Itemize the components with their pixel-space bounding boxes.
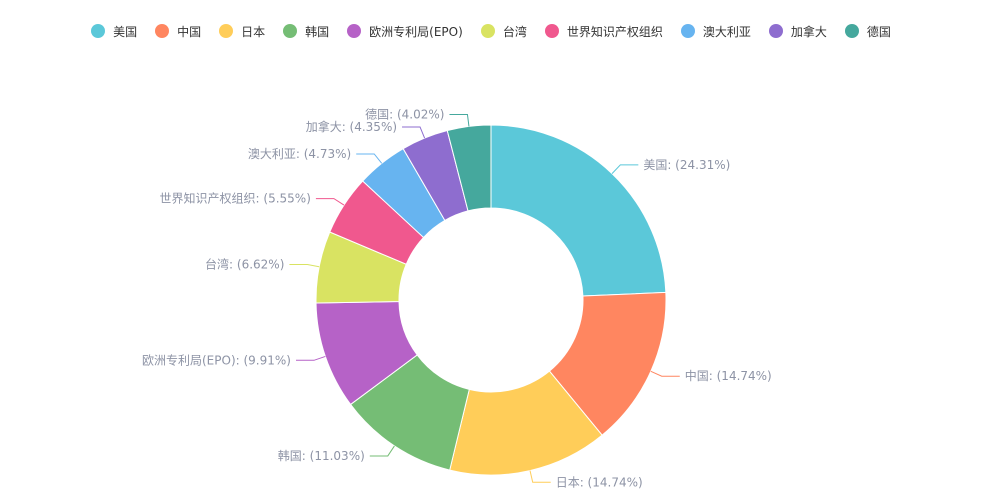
legend-label: 中国	[177, 24, 202, 39]
legend-label: 美国	[113, 24, 138, 39]
slice-label: 澳大利亚: (4.73%)	[248, 147, 351, 161]
legend-item[interactable]: 澳大利亚	[680, 23, 751, 40]
legend-swatch	[768, 24, 783, 38]
label-leader-line	[295, 355, 326, 361]
legend-swatch	[283, 24, 298, 38]
legend-label: 欧洲专利局(EPO)	[369, 24, 463, 39]
label-leader-line	[529, 470, 551, 483]
slice-label: 中国: (14.74%)	[685, 368, 772, 383]
legend-label: 日本	[241, 24, 266, 39]
legend-swatch	[155, 24, 170, 38]
legend-item[interactable]: 日本	[219, 23, 265, 40]
slice-label: 加拿大: (4.35%)	[306, 119, 397, 134]
chart-legend: 美国 中国 日本 韩国 欧洲专利局(EPO) 台湾 世界知识产权组织 澳大利亚 加拿大 德国	[0, 20, 982, 42]
slice-label: 韩国: (11.03%)	[278, 448, 365, 463]
legend-label: 韩国	[305, 24, 330, 39]
slice-label: 世界知识产权组织: (5.55%)	[160, 192, 311, 206]
legend-label: 德国	[866, 24, 891, 39]
legend-item[interactable]: 欧洲专利局(EPO)	[347, 23, 463, 40]
legend-item[interactable]: 加拿大	[768, 23, 827, 40]
donut-slice[interactable]	[446, 124, 492, 212]
legend-swatch	[91, 24, 106, 38]
legend-item[interactable]: 世界知识产权组织	[544, 23, 663, 40]
legend-swatch	[844, 24, 859, 38]
legend-swatch	[544, 24, 559, 38]
donut-slice[interactable]	[490, 124, 667, 297]
legend-label: 世界知识产权组织	[566, 24, 663, 39]
legend-label: 台湾	[502, 24, 527, 39]
legend-label: 澳大利亚	[702, 24, 751, 39]
label-leader-line	[289, 263, 320, 268]
legend-item[interactable]: 德国	[844, 23, 891, 40]
slice-label: 德国: (4.02%)	[365, 106, 444, 121]
legend-item[interactable]: 韩国	[283, 23, 329, 40]
legend-swatch	[219, 24, 234, 38]
label-leader-line	[356, 153, 383, 164]
legend-swatch	[347, 24, 362, 38]
legend-label: 加拿大	[790, 24, 827, 39]
slice-label: 日本: (14.74%)	[556, 475, 643, 489]
legend-item[interactable]: 台湾	[480, 23, 527, 40]
label-leader-line	[650, 370, 680, 377]
label-leader-line	[369, 445, 395, 457]
label-leader-line	[449, 113, 470, 127]
label-leader-line	[611, 164, 639, 174]
label-leader-line	[402, 126, 426, 139]
legend-item[interactable]: 美国	[91, 23, 137, 40]
label-leader-line	[315, 198, 345, 206]
legend-swatch	[680, 24, 695, 38]
legend-swatch	[480, 24, 495, 38]
legend-item[interactable]: 中国	[155, 23, 201, 40]
slice-label: 台湾: (6.62%)	[205, 256, 284, 271]
slice-label: 美国: (24.31%)	[643, 158, 730, 172]
slice-label: 欧洲专利局(EPO): (9.91%)	[142, 352, 291, 367]
